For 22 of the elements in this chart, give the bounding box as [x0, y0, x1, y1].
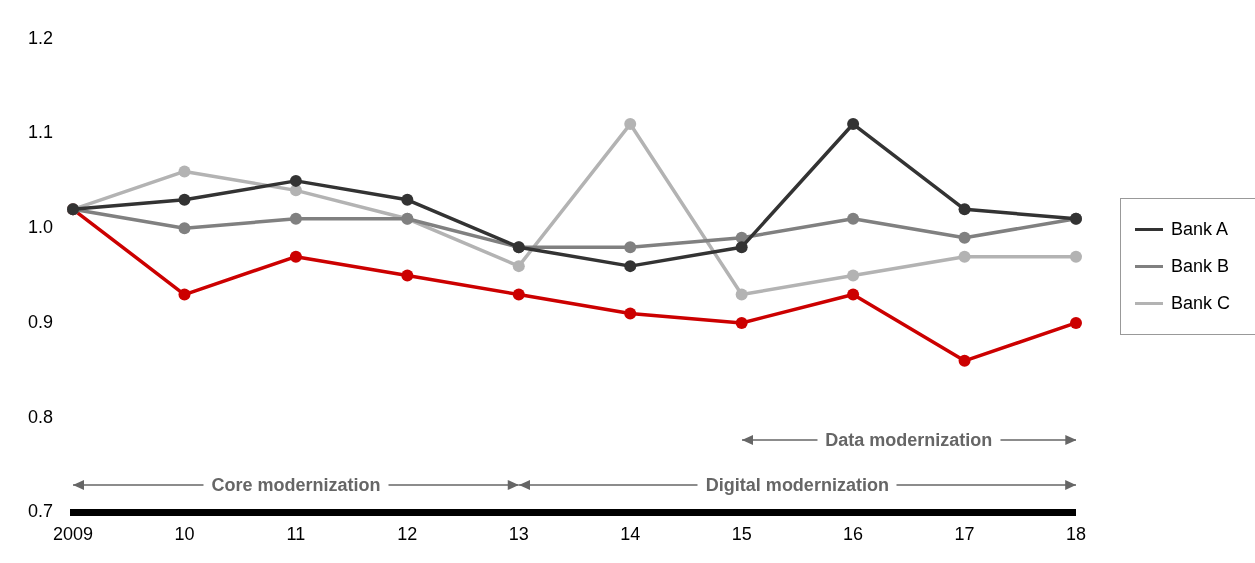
- y-tick-label: 0.9: [27, 311, 54, 332]
- x-tick-label: 18: [1065, 524, 1086, 545]
- x-tick-label: 12: [397, 524, 418, 545]
- x-tick-label: 16: [843, 524, 864, 545]
- legend-label: Bank A: [1171, 219, 1229, 240]
- y-tick-label: 1.2: [27, 27, 54, 48]
- x-tick-label: 10: [174, 524, 195, 545]
- y-tick-label: 1.0: [27, 217, 54, 238]
- x-tick-label: 11: [286, 524, 306, 545]
- x-tick-label: 13: [508, 524, 529, 545]
- annotation: Data modernization: [817, 429, 1001, 451]
- y-tick-label: 1.1: [27, 122, 54, 143]
- y-tick-label: 0.7: [27, 501, 54, 522]
- annotation: Core modernization: [203, 474, 389, 496]
- x-tick-label: 15: [731, 524, 752, 545]
- x-tick-label: 17: [954, 524, 975, 545]
- legend-label: Bank C: [1171, 293, 1231, 314]
- legend-label: Bank B: [1171, 256, 1230, 277]
- annotation: Digital modernization: [697, 474, 897, 496]
- y-tick-label: 0.8: [27, 406, 54, 427]
- x-tick-label: 14: [620, 524, 641, 545]
- x-tick-label: 2009: [53, 524, 94, 545]
